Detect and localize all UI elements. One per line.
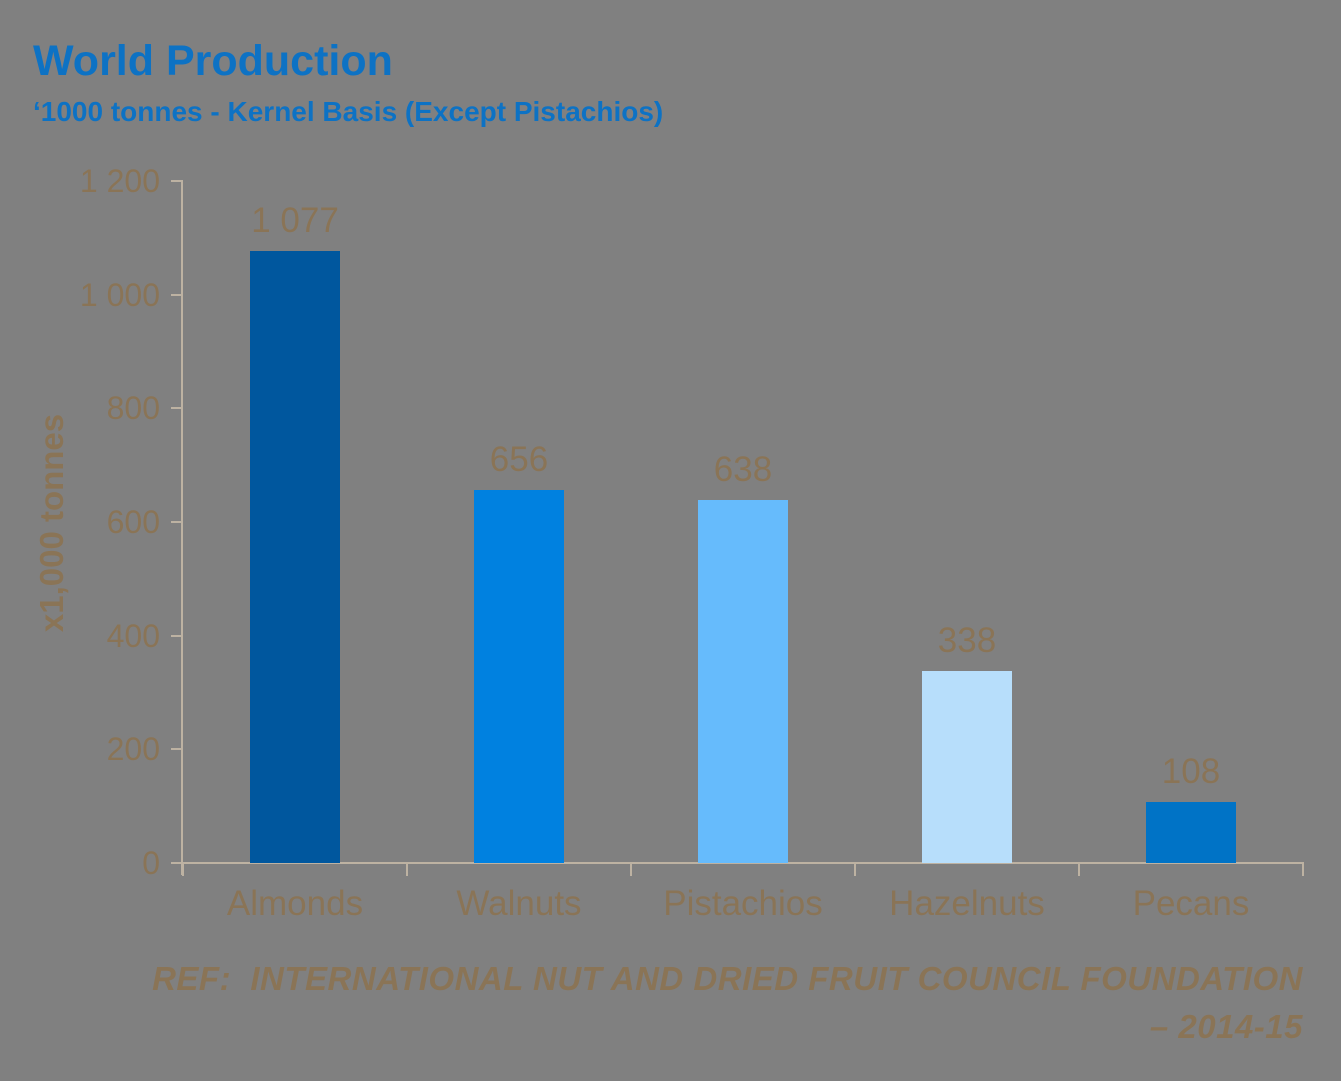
chart-subtitle: ‘1000 tonnes - Kernel Basis (Except Pist… (33, 96, 664, 127)
x-tick-mark (406, 863, 408, 876)
chart-title: World Production (33, 37, 393, 85)
y-tick-mark (171, 180, 183, 182)
y-tick-label: 400 (106, 617, 160, 654)
category-label-almonds: Almonds (226, 884, 364, 923)
y-tick-label: 600 (106, 504, 160, 540)
source-reference-line1: REF: INTERNATIONAL NUT AND DRIED FRUIT C… (152, 960, 1303, 997)
category-label-walnuts: Walnuts (456, 884, 582, 923)
y-tick-mark (171, 407, 183, 410)
y-tick-label: 200 (106, 731, 160, 768)
y-tick-mark (171, 862, 183, 864)
bar-pistachios (698, 500, 788, 863)
bar-hazelnuts (922, 670, 1012, 863)
x-tick-mark (630, 863, 632, 876)
x-tick-mark (182, 863, 184, 876)
y-tick-label: 800 (106, 390, 160, 427)
bar-value-label: 1 077 (251, 200, 339, 240)
y-tick-mark (171, 293, 183, 296)
bar-value-label: 338 (937, 620, 997, 660)
category-label-hazelnuts: Hazelnuts (889, 884, 1045, 923)
bar-value-label: 656 (489, 440, 549, 480)
bar-value-label: 108 (1161, 751, 1221, 791)
x-tick-mark (854, 863, 856, 876)
y-tick-mark (171, 634, 183, 637)
x-tick-mark (1078, 863, 1080, 876)
y-axis-line (181, 181, 183, 875)
source-reference: REF: INTERNATIONAL NUT AND DRIED FRUIT C… (152, 955, 1303, 1051)
y-tick-label: 1 000 (79, 276, 160, 313)
bar-almonds (250, 250, 340, 863)
source-reference-line2: – 2014-15 (1149, 1008, 1303, 1045)
bar-walnuts (474, 490, 564, 863)
y-tick-label: 0 (142, 845, 160, 881)
x-axis-line (171, 862, 1304, 864)
x-tick-mark (1302, 863, 1304, 876)
y-tick-mark (171, 748, 183, 751)
category-label-pecans: Pecans (1132, 884, 1250, 923)
y-tick-mark (171, 521, 183, 523)
bar-pecans (1146, 801, 1236, 863)
category-label-pistachios: Pistachios (663, 884, 823, 923)
bar-value-label: 638 (713, 450, 773, 490)
y-tick-label: 1 200 (79, 163, 160, 199)
